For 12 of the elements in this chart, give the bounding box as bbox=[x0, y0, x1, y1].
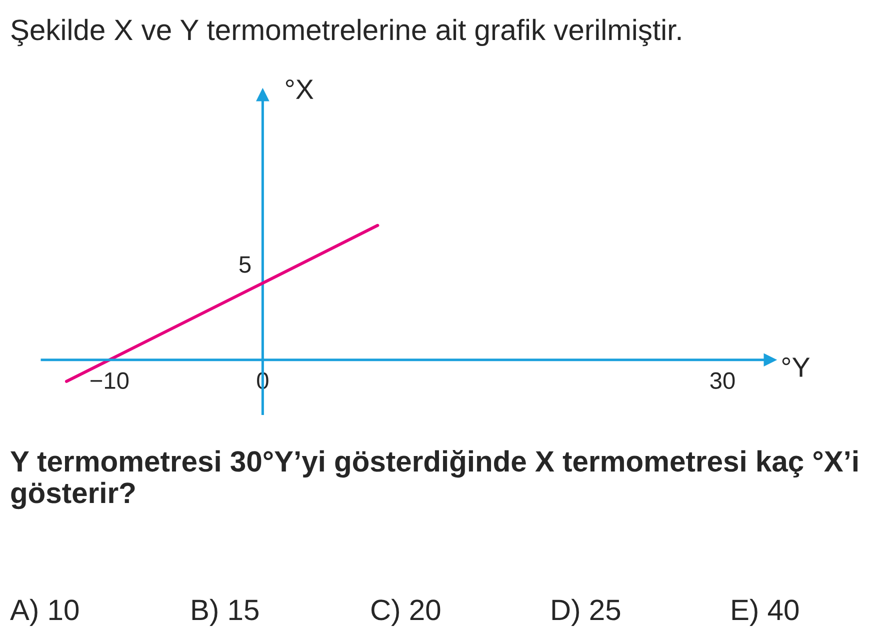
x-tick-label: −10 bbox=[90, 372, 129, 390]
text: A) 10 bbox=[10, 598, 79, 626]
text: Y termometresi 30°Y’yi gösterdiğinde X termometresi kaç °X’i gösterir? bbox=[10, 450, 858, 510]
text: C) 20 bbox=[371, 598, 440, 626]
text: E) 40 bbox=[732, 598, 799, 626]
text: D) 25 bbox=[552, 598, 620, 626]
x-tick-label: 30 bbox=[710, 372, 735, 390]
y-axis-title: °X bbox=[286, 79, 314, 99]
annotation: 5 bbox=[239, 256, 251, 273]
x-axis-title: °Y bbox=[782, 357, 810, 377]
chart-title: Şekilde X ve Y termometrelerine ait grafik verilmiştir. bbox=[11, 18, 681, 46]
text: B) 15 bbox=[192, 598, 258, 626]
